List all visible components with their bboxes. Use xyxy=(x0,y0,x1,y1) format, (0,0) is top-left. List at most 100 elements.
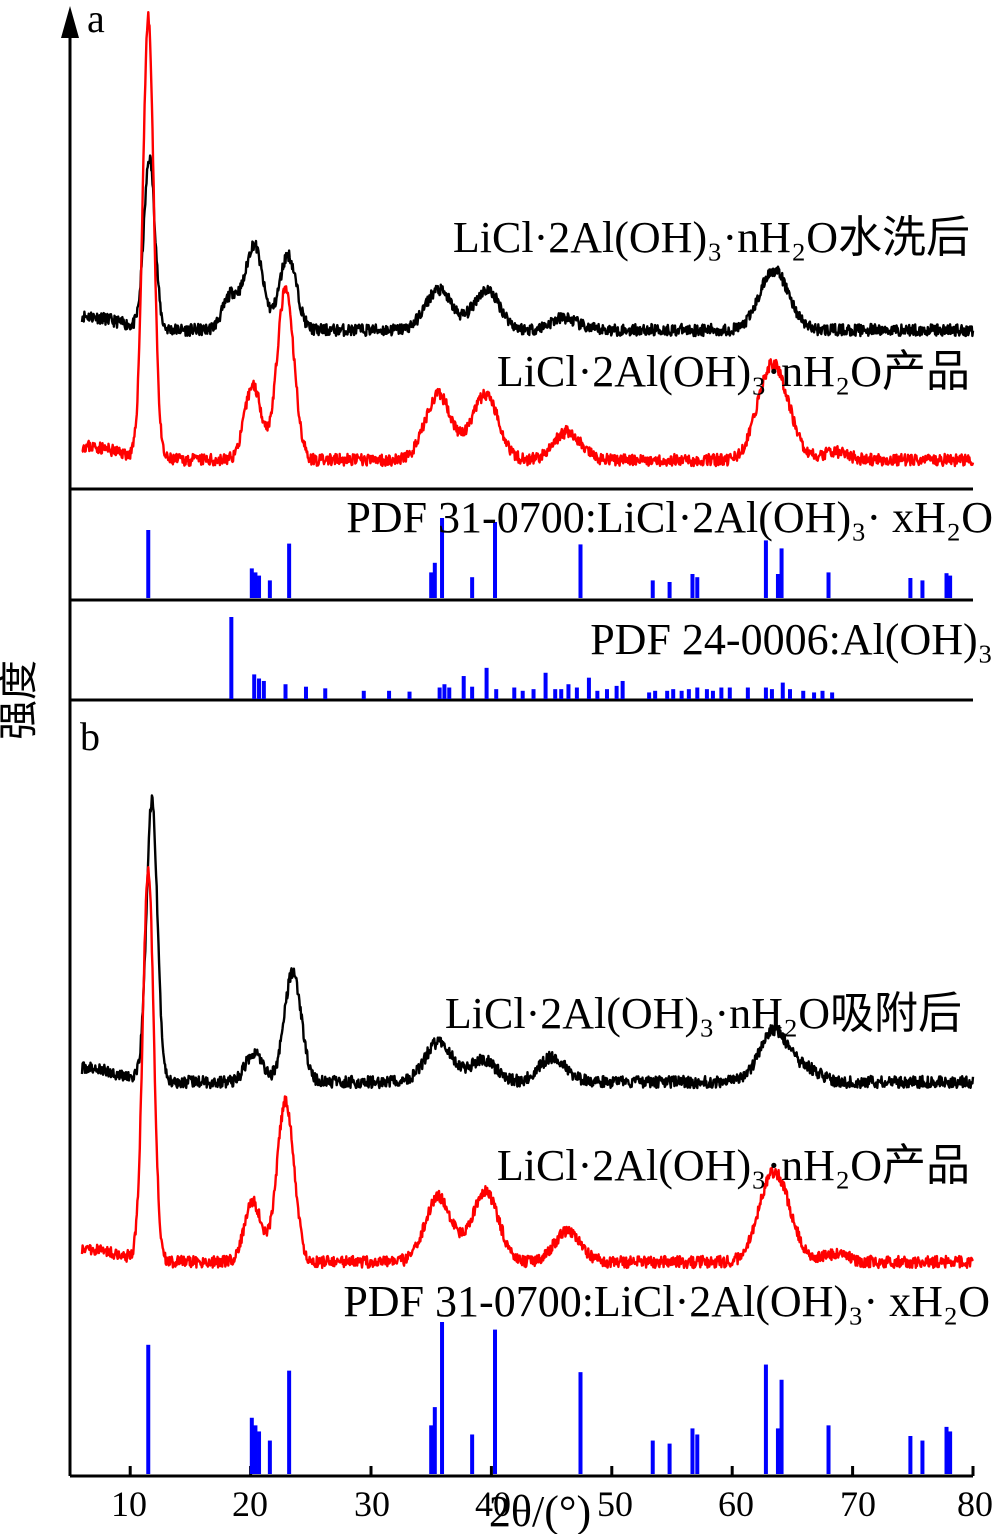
series-line xyxy=(80,794,975,1090)
reference-stick xyxy=(287,1370,292,1474)
reference-stick xyxy=(653,690,658,699)
reference-stick xyxy=(249,568,254,598)
reference-stick xyxy=(775,1428,780,1474)
reference-stick xyxy=(695,1434,700,1474)
reference-stick xyxy=(432,562,437,598)
reference-stick xyxy=(267,1440,272,1474)
y-axis-title: 强度 xyxy=(0,660,41,740)
reference-stick xyxy=(287,543,292,598)
reference-stick xyxy=(614,685,619,699)
reference-stick xyxy=(267,580,272,598)
reference-stick xyxy=(283,684,288,699)
reference-stick xyxy=(801,690,806,699)
reference-stick xyxy=(257,678,262,699)
reference-stick xyxy=(249,1417,254,1474)
y-axis-arrow xyxy=(61,6,79,38)
x-tick-label: 10 xyxy=(111,1484,147,1524)
reference-stick xyxy=(665,690,670,699)
reference-stick xyxy=(695,687,700,699)
reference-stick xyxy=(787,689,792,699)
reference-stick xyxy=(812,692,817,699)
x-tick-labels: 10 20 30 40 50 60 70 80 xyxy=(111,1484,993,1524)
reference-stick xyxy=(407,691,412,699)
panel-b-label: b xyxy=(80,714,100,759)
reference-stick xyxy=(578,1372,583,1474)
reference-stick xyxy=(146,1344,151,1474)
reference-stick xyxy=(253,572,258,598)
reference-stick xyxy=(303,686,308,699)
x-tick-label: 20 xyxy=(232,1484,268,1524)
reference-stick xyxy=(671,689,676,699)
reference-stick xyxy=(432,1407,437,1474)
reference-stick xyxy=(146,530,151,598)
series-traces xyxy=(80,11,975,1270)
reference-stick xyxy=(566,684,571,699)
reference-stick xyxy=(252,674,257,699)
reference-stick xyxy=(586,677,591,699)
reference-stick xyxy=(447,687,452,699)
reference-stick xyxy=(440,1322,445,1474)
reference-stick xyxy=(695,577,700,598)
reference-stick xyxy=(763,687,768,699)
x-tick-label: 30 xyxy=(354,1484,390,1524)
reference-stick xyxy=(690,574,695,598)
reference-stick xyxy=(908,578,913,598)
reference-stick xyxy=(429,572,434,598)
reference-stick xyxy=(779,1379,784,1474)
reference-stick xyxy=(595,690,600,699)
series-label-b-product: LiCl·2Al(OH)₃·nH₂O产品 xyxy=(497,1141,970,1190)
reference-stick xyxy=(908,1436,913,1474)
x-tick-label: 60 xyxy=(718,1484,754,1524)
reference-stick xyxy=(820,690,825,699)
reference-stick xyxy=(763,1364,768,1474)
reference-stick xyxy=(484,667,489,699)
reference-stick xyxy=(531,689,536,699)
x-axis-title: 2θ/(°) xyxy=(489,1487,591,1534)
reference-stick xyxy=(944,573,949,598)
reference-stick xyxy=(520,690,525,699)
reference-stick xyxy=(679,690,684,699)
reference-stick xyxy=(470,1434,475,1474)
series-label-a-washed: LiCl·2Al(OH)₃·nH₂O水洗后 xyxy=(453,213,970,262)
reference-stick xyxy=(253,1425,258,1474)
reference-stick xyxy=(763,540,768,598)
reference-stick xyxy=(553,689,558,699)
reference-stick xyxy=(727,687,732,699)
reference-stick xyxy=(578,544,583,598)
reference-stick xyxy=(948,575,953,598)
reference-stick xyxy=(920,1440,925,1474)
x-tick-label: 50 xyxy=(597,1484,633,1524)
reference-stick xyxy=(780,682,785,699)
x-tick-label: 40 xyxy=(475,1484,511,1524)
series-line xyxy=(81,11,975,468)
reference-stick xyxy=(775,574,780,598)
reference-sticks xyxy=(146,518,953,1474)
reference-stick xyxy=(745,687,750,699)
reference-stick xyxy=(442,684,447,699)
reference-stick xyxy=(920,580,925,598)
reference-stick xyxy=(710,690,715,699)
reference-stick xyxy=(229,617,234,699)
panel-a-label: a xyxy=(87,0,105,41)
reference-stick xyxy=(437,687,442,699)
reference-stick xyxy=(650,1440,655,1474)
x-tick-label: 70 xyxy=(840,1484,876,1524)
series-line xyxy=(80,154,975,338)
series-line xyxy=(80,866,974,1270)
reference-stick xyxy=(461,676,466,699)
reference-stick xyxy=(948,1431,953,1474)
reference-stick xyxy=(470,577,475,598)
reference-label-a-pdf24: PDF 24-0006:Al(OH)₃ xyxy=(590,615,993,664)
reference-stick xyxy=(493,522,498,598)
reference-label-a-pdf31: PDF 31-0700:LiCl·2Al(OH)₃· xH₂O xyxy=(346,493,993,542)
reference-stick xyxy=(826,1425,831,1474)
reference-stick xyxy=(493,1329,498,1474)
reference-label-b-pdf31: PDF 31-0700:LiCl·2Al(OH)₃· xH₂O xyxy=(343,1277,990,1326)
reference-stick xyxy=(667,1443,672,1474)
reference-stick xyxy=(620,680,625,699)
reference-stick xyxy=(719,687,724,699)
reference-stick xyxy=(826,572,831,598)
reference-stick xyxy=(604,689,609,699)
x-tick-label: 80 xyxy=(957,1484,993,1524)
